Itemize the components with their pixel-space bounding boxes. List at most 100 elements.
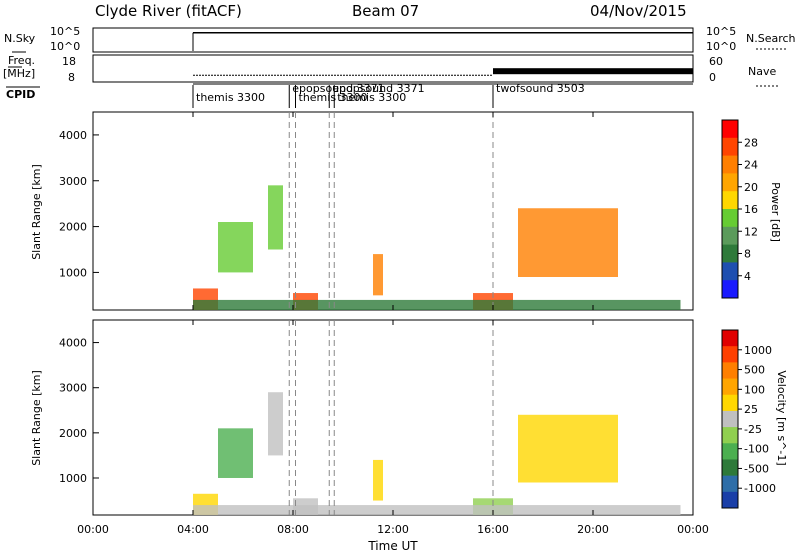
x-tick-label: 20:00 — [577, 523, 609, 536]
velocity-ylabel: Slant Range [km] — [30, 370, 43, 466]
x-tick-label: 08:00 — [277, 523, 309, 536]
colorbar-segment — [722, 173, 738, 192]
colorbar-segment — [722, 427, 738, 444]
echo-region — [193, 505, 681, 515]
nave-label: Nave — [748, 65, 776, 78]
colorbar-tick-label: -100 — [744, 443, 769, 456]
x-tick-label: 04:00 — [177, 523, 209, 536]
colorbar-tick-label: 25 — [744, 403, 758, 416]
freq-left-tick-bottom: 8 — [68, 71, 75, 84]
colorbar-segment — [722, 362, 738, 380]
y-tick-label: 3000 — [59, 382, 87, 395]
nave-block — [493, 68, 693, 75]
colorbar-tick-label: 12 — [744, 225, 758, 238]
time-axis: 00:00 04:00 08:00 12:00 16:00 20:00 00:00 — [77, 112, 709, 536]
colorbar-tick-label: 20 — [744, 181, 758, 194]
velocity-colorbar: 1000 500 100 25 -25 -100 -500 -1000 — [721, 329, 776, 509]
y-tick-label: 1000 — [59, 472, 87, 485]
y-tick-label: 4000 — [59, 337, 87, 350]
noise-panel-frame — [92, 27, 694, 53]
noise-sky-trace — [192, 32, 693, 51]
colorbar-tick-label: -1000 — [744, 482, 776, 495]
colorbar-segment — [722, 475, 738, 493]
y-tick-label: 3000 — [59, 175, 87, 188]
colorbar-segment — [722, 209, 738, 228]
colorbar-segment — [722, 244, 738, 263]
nave-right-tick-top: 60 — [709, 55, 723, 68]
colorbar-segment — [722, 262, 738, 281]
noise-right-tick-top: 10^5 — [706, 25, 736, 38]
freq-label-bottom: [MHz] — [3, 67, 35, 80]
colorbar-segment — [722, 459, 738, 477]
beam-title: Beam 07 — [352, 2, 419, 20]
colorbar-tick-label: 28 — [744, 136, 758, 149]
colorbar-segment — [722, 378, 738, 396]
frequency-trace — [193, 68, 693, 76]
y-tick-label: 2000 — [59, 427, 87, 440]
colorbar-segment — [722, 155, 738, 174]
y-tick-label: 4000 — [59, 129, 87, 142]
echo-region — [373, 459, 383, 501]
nave-right-tick-bottom: 0 — [709, 71, 716, 84]
power-ylabel: Slant Range [km] — [30, 164, 43, 260]
noise-search-label: N.Search — [746, 32, 796, 45]
cpid-program-label: epopsound 3371 — [292, 82, 384, 95]
colorbar-segment — [722, 330, 738, 347]
echo-region — [518, 414, 618, 483]
y-tick-label: 2000 — [59, 221, 87, 234]
colorbar-tick-label: 8 — [744, 248, 751, 261]
colorbar-segment — [722, 410, 738, 428]
noise-sky-label: N.Sky — [4, 32, 36, 45]
power-heatmap — [193, 112, 681, 310]
colorbar-frame — [721, 329, 739, 509]
y-tick-label: 1000 — [59, 266, 87, 279]
power-y-axis: 1000 2000 3000 4000 — [59, 129, 99, 279]
echo-region — [193, 299, 681, 310]
velocity-y-axis: 1000 2000 3000 4000 — [59, 337, 99, 485]
colorbar-tick-label: 24 — [744, 159, 758, 172]
colorbar-tick-label: 1000 — [744, 344, 772, 357]
colorbar-tick-label: -25 — [744, 423, 762, 436]
colorbar-segment — [722, 120, 738, 139]
colorbar-segment — [722, 346, 738, 363]
colorbar-segment — [722, 137, 738, 157]
colorbar-segment — [722, 491, 738, 509]
cpid-program-label: twofsound 3503 — [496, 82, 585, 95]
colorbar-segment — [722, 191, 738, 210]
x-tick-label: 00:00 — [77, 523, 109, 536]
freq-left-tick-top: 18 — [62, 55, 76, 68]
echo-region — [518, 208, 618, 277]
noise-right-tick-bottom: 10^0 — [706, 40, 736, 53]
echo-region — [268, 185, 283, 250]
cpid-program-label: themis 3300 — [337, 91, 406, 104]
echo-region — [218, 222, 253, 273]
x-tick-label: 16:00 — [477, 523, 509, 536]
date-title: 04/Nov/2015 — [590, 2, 687, 20]
noise-left-tick-top: 10^5 — [50, 25, 80, 38]
echo-region — [373, 254, 383, 296]
cpid-program-label: epopsound 3371 — [332, 82, 424, 95]
x-tick-label: 00:00 — [677, 523, 709, 536]
cpid-program-label: themis 3300 — [299, 91, 368, 104]
colorbar-segment — [722, 226, 738, 246]
colorbar-tick-label: 16 — [744, 203, 758, 216]
colorbar-segment — [722, 394, 738, 412]
x-axis-label: Time UT — [367, 539, 418, 553]
x-tick-label: 12:00 — [377, 523, 409, 536]
freq-label-top: Freq. — [8, 54, 35, 67]
velocity-colorbar-label: Velocity [m s^-1] — [775, 370, 788, 465]
cpid-label: CPID — [6, 88, 35, 101]
station-title: Clyde River (fitACF) — [95, 2, 242, 20]
echo-region — [218, 428, 253, 478]
velocity-heatmap — [193, 320, 681, 515]
power-colorbar-label: Power [dB] — [769, 182, 782, 242]
colorbar-tick-label: -500 — [744, 462, 769, 475]
colorbar-tick-label: 4 — [744, 270, 751, 283]
colorbar-segment — [722, 443, 738, 460]
echo-region — [268, 392, 283, 456]
colorbar-tick-label: 100 — [744, 383, 765, 396]
cpid-program-label: themis 3300 — [196, 91, 265, 104]
colorbar-segment — [722, 280, 738, 299]
